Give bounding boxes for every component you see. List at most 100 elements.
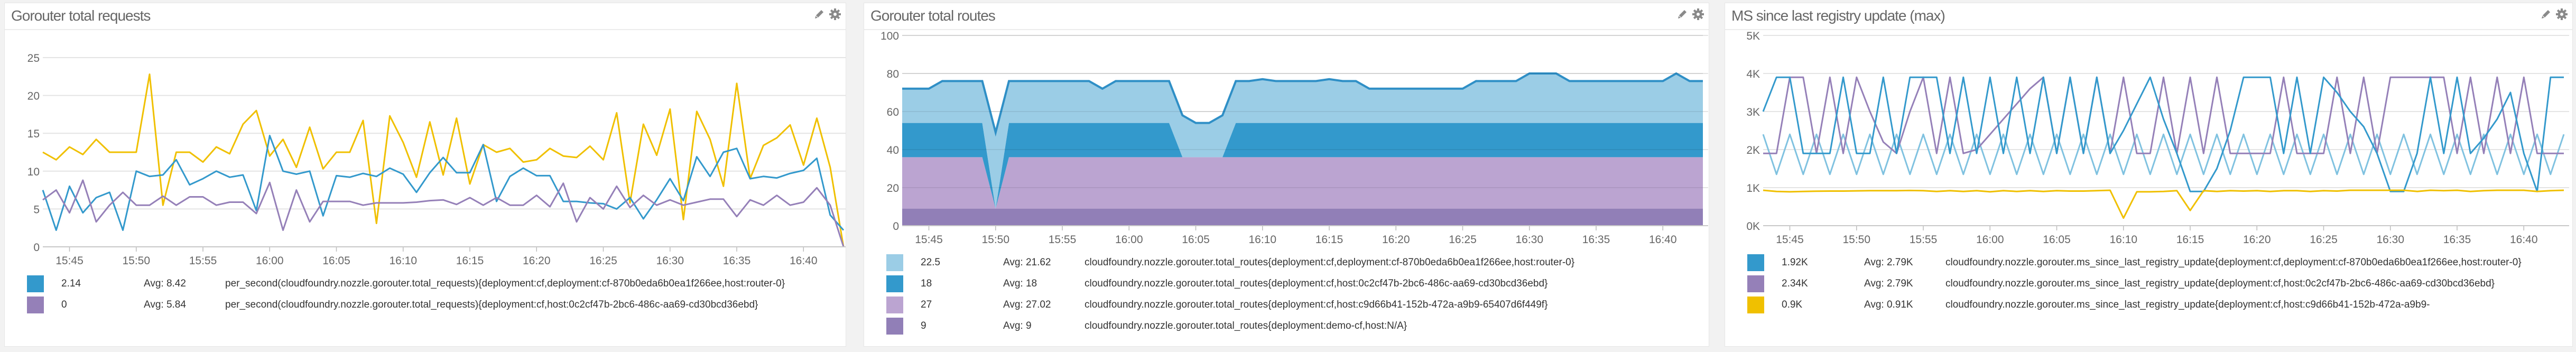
line-chart[interactable]: 0K 1K 2K 3K 4K 5K 15:45 15:50 15:55 16:00 16:05 16:…: [1725, 3, 2573, 252]
x-tick-label: 16:15: [2176, 234, 2204, 246]
x-tick-label: 16:35: [723, 255, 751, 267]
x-tick-label: 16:25: [2310, 234, 2338, 246]
series-current-value: 22.5: [921, 257, 940, 268]
series-current-value: 18: [921, 278, 932, 289]
x-tick-label: 15:55: [189, 255, 217, 267]
x-tick-label: 16:05: [1182, 234, 1210, 246]
x-tick-label: 15:50: [1842, 234, 1870, 246]
x-tick-label: 16:25: [1449, 234, 1477, 246]
series-metric: cloudfoundry.nozzle.gorouter.total_route…: [1085, 299, 1268, 310]
series-tags: {deployment:cf,deployment:cf-870b0eda6b0…: [1268, 257, 1575, 268]
x-tick-label: 16:00: [256, 255, 284, 267]
x-tick-label: 16:25: [589, 255, 617, 267]
widget-header: Gorouter total routes: [864, 3, 1709, 30]
y-tick-label: 15: [27, 128, 40, 140]
gear-icon[interactable]: [829, 8, 841, 21]
series-metric: cloudfoundry.nozzle.gorouter.total_route…: [1085, 278, 1268, 289]
series-tags: {deployment:cf,deployment:cf-870b0eda6b0…: [2214, 257, 2522, 268]
x-tick-label: 15:45: [1776, 234, 1804, 246]
series-average: Avg: 5.84: [144, 299, 186, 310]
x-tick-label: 16:10: [2109, 234, 2137, 246]
series-average: Avg: 9: [1003, 320, 1032, 331]
gear-icon[interactable]: [1692, 8, 1704, 21]
y-tick-label: 5: [33, 203, 40, 216]
legend-row[interactable]: 9 Avg: 9 cloudfoundry.nozzle.gorouter.to…: [864, 318, 1709, 335]
y-tick-label: 20: [27, 90, 40, 103]
x-tick-label: 16:35: [1582, 234, 1610, 246]
y-tick-label: 0K: [1746, 220, 1760, 233]
series-current-value: 1.92K: [1782, 257, 1808, 268]
x-tick-label: 16:20: [1382, 234, 1410, 246]
legend-row[interactable]: 1.92K Avg: 2.79K cloudfoundry.nozzle.gor…: [1725, 254, 2572, 271]
area-series: [902, 208, 1703, 226]
legend-row[interactable]: 2.14 Avg: 8.42 per_second(cloudfoundry.n…: [5, 275, 846, 292]
series-current-value: 0.9K: [1782, 299, 1803, 310]
legend: 2.14 Avg: 8.42 per_second(cloudfoundry.n…: [5, 275, 846, 318]
legend-row[interactable]: 27 Avg: 27.02 cloudfoundry.nozzle.gorout…: [864, 297, 1709, 313]
y-tick-label: 100: [881, 30, 899, 42]
series-tags: {deployment:cf,host:0c2cf47b-2bc6-486c-a…: [1268, 278, 1548, 289]
x-tick-label: 16:40: [2510, 234, 2538, 246]
pencil-icon[interactable]: [1676, 8, 1689, 21]
y-tick-label: 0: [33, 242, 40, 254]
legend-row[interactable]: 2.34K Avg: 2.79K cloudfoundry.nozzle.gor…: [1725, 275, 2572, 292]
line-series: [1762, 76, 2564, 192]
series-tags: {deployment:cf,host:c9d66b41-152b-472a-a…: [2214, 299, 2430, 310]
legend-row[interactable]: 0.9K Avg: 0.91K cloudfoundry.nozzle.goro…: [1725, 297, 2572, 313]
widget-ms-since-last-registry-update: MS since last registry update (max) 0K 1K…: [1725, 3, 2573, 347]
x-tick-label: 16:35: [2443, 234, 2471, 246]
legend: 1.92K Avg: 2.79K cloudfoundry.nozzle.gor…: [1725, 254, 2572, 318]
x-tick-label: 16:10: [1248, 234, 1276, 246]
y-tick-label: 60: [887, 106, 899, 118]
area-series: [902, 157, 1703, 209]
series-current-value: 27: [921, 299, 932, 310]
pencil-icon[interactable]: [813, 8, 826, 21]
x-tick-label: 16:15: [456, 255, 484, 267]
line-series: [42, 135, 845, 231]
y-tick-label: 2K: [1746, 144, 1760, 156]
pencil-icon[interactable]: [2540, 8, 2552, 21]
series-swatch: [27, 275, 44, 292]
legend-row[interactable]: 22.5 Avg: 21.62 cloudfoundry.nozzle.goro…: [864, 254, 1709, 271]
x-tick-label: 15:45: [915, 234, 943, 246]
series-metric: cloudfoundry.nozzle.gorouter.total_route…: [1085, 320, 1268, 331]
x-tick-label: 15:55: [1910, 234, 1938, 246]
legend-row[interactable]: 0 Avg: 5.84 per_second(cloudfoundry.nozz…: [5, 297, 846, 313]
x-tick-label: 16:30: [656, 255, 684, 267]
series-metric: per_second(cloudfoundry.nozzle.gorouter.…: [225, 278, 479, 289]
x-tick-label: 16:20: [523, 255, 551, 267]
x-tick-label: 15:50: [122, 255, 150, 267]
area-series-line: [902, 72, 1703, 137]
series-swatch: [886, 297, 903, 313]
series-swatch: [886, 318, 903, 335]
x-tick-label: 16:30: [1515, 234, 1543, 246]
y-tick-label: 25: [27, 52, 40, 64]
widget-title: Gorouter total routes: [870, 7, 996, 24]
y-tick-label: 0: [893, 220, 899, 233]
x-tick-label: 15:50: [981, 234, 1009, 246]
x-tick-label: 16:05: [2043, 234, 2071, 246]
series-swatch: [886, 275, 903, 292]
gear-icon[interactable]: [2555, 8, 2568, 21]
line-series: [1763, 76, 2564, 154]
area-chart[interactable]: 0 20 40 60 80 100 15:45 15:50 15:55 16:00 16:05 16:…: [864, 3, 1709, 252]
y-tick-label: 80: [887, 68, 899, 80]
legend-row[interactable]: 18 Avg: 18 cloudfoundry.nozzle.gorouter.…: [864, 275, 1709, 292]
widget-gorouter-total-requests: Gorouter total requests 0 5 10 15 20 25 15:45 1…: [4, 3, 846, 347]
series-tags: {deployment:demo-cf,host:N/A}: [1268, 320, 1407, 331]
series-metric: per_second(cloudfoundry.nozzle.gorouter.…: [225, 299, 479, 310]
line-series: [42, 73, 845, 247]
line-chart[interactable]: 0 5 10 15 20 25 15:45 15:50 15:55 16:00 16:05 16:10…: [5, 3, 846, 267]
series-tags: {deployment:cf,host:0c2cf47b-2bc6-486c-a…: [478, 299, 758, 310]
y-tick-label: 20: [887, 182, 899, 194]
series-average: Avg: 21.62: [1003, 257, 1051, 268]
x-tick-label: 16:30: [2376, 234, 2404, 246]
x-tick-label: 16:00: [1976, 234, 2004, 246]
y-tick-label: 5K: [1746, 30, 1760, 42]
series-tags: {deployment:cf,host:c9d66b41-152b-472a-a…: [1268, 299, 1548, 310]
y-tick-label: 40: [887, 144, 899, 156]
series-swatch: [1747, 275, 1764, 292]
series-metric: cloudfoundry.nozzle.gorouter.ms_since_la…: [1945, 278, 2215, 289]
line-series: [1762, 133, 2565, 175]
x-tick-label: 16:40: [1649, 234, 1677, 246]
